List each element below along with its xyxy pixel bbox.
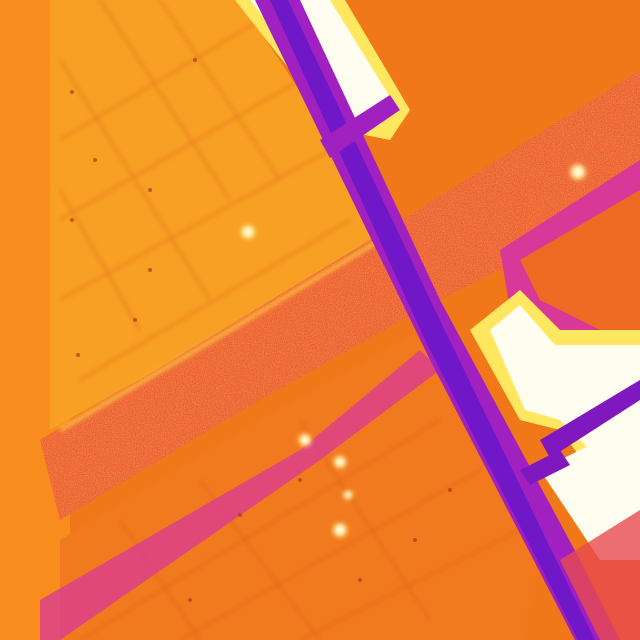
bottom-magenta-band <box>40 350 440 640</box>
panel-dots <box>70 58 452 602</box>
bottom-right-warm-strip <box>560 510 640 640</box>
cool-crossbar-right <box>540 380 640 458</box>
cool-crossbar-top <box>320 95 400 158</box>
cool-diagonal-beam-inner <box>270 0 595 640</box>
upper-left-panel-grid <box>59 0 351 381</box>
diagonal-road-texture <box>40 70 640 520</box>
cool-crossbar-right2 <box>520 450 570 485</box>
lower-panels <box>60 330 540 640</box>
road-edge-highlight <box>58 238 382 432</box>
hot-strip-lower-right <box>540 420 640 560</box>
hot-spots <box>239 162 588 539</box>
right-orange-block <box>520 190 640 340</box>
